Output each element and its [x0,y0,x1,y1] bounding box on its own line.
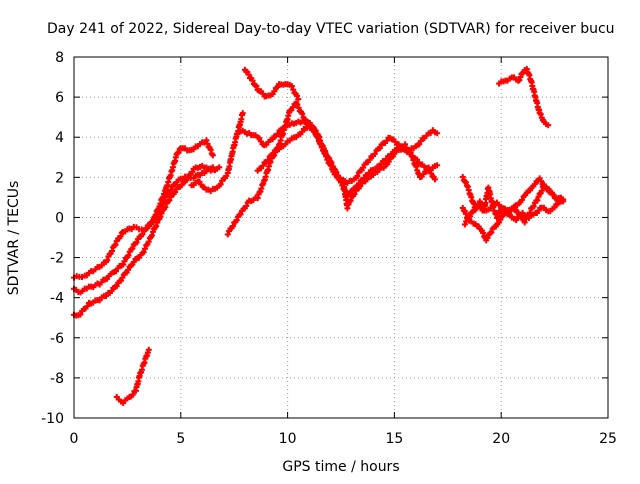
y-tick-label: -8 [50,371,64,387]
x-tick-label: 25 [599,431,617,447]
y-tick-label: -10 [41,411,64,427]
series-track-3 [71,162,223,319]
series-track-6 [224,100,441,238]
series-track-4 [188,110,246,195]
y-tick-label: -2 [50,251,64,267]
series-track-1 [71,137,216,281]
y-tick-label: 8 [55,50,64,66]
x-tick-labels: 0 5 10 15 20 25 [70,431,617,447]
axis-ticks [73,56,609,419]
x-tick-label: 0 [70,431,79,447]
y-tick-label: 4 [55,130,64,146]
y-tick-label: 6 [55,90,64,106]
data-series [71,66,567,406]
x-tick-label: 10 [279,431,297,447]
series-track-13 [496,66,552,129]
x-axis-label: GPS time / hours [282,459,399,475]
series-track-12 [461,196,565,228]
x-tick-label: 5 [176,431,185,447]
gridlines [74,57,608,418]
y-tick-label: -6 [50,331,64,347]
series-track-9 [113,346,152,406]
plot-frame [73,56,609,419]
x-tick-label: 15 [385,431,403,447]
y-tick-label: 0 [55,210,64,226]
y-tick-label: -4 [50,291,64,307]
y-axis-label: SDTVAR / TECUs [6,181,22,296]
series-track-5 [241,66,302,103]
chart-title: Day 241 of 2022, Sidereal Day-to-day VTE… [47,21,615,37]
y-tick-labels: -10 -8 -6 -4 -2 0 2 4 6 8 [41,50,64,427]
x-tick-label: 20 [492,431,510,447]
series-track-8 [254,121,438,212]
y-tick-label: 2 [55,170,64,186]
